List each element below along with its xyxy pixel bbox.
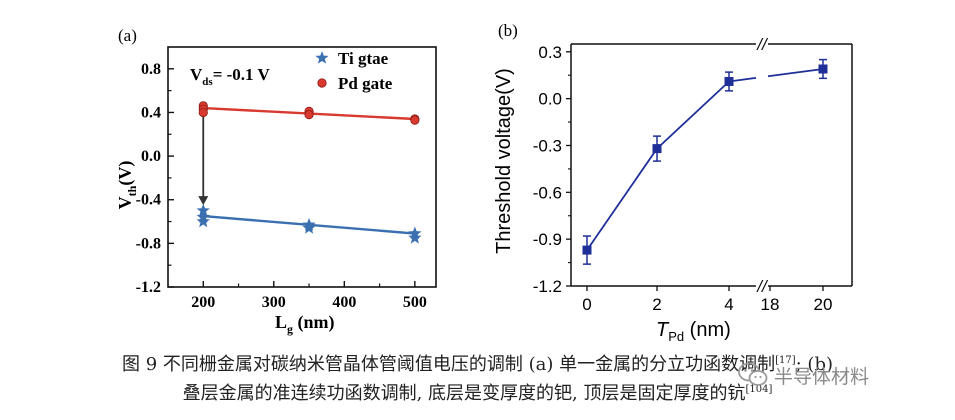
data-point-pd-gate xyxy=(198,107,208,118)
panel-b-label: (b) xyxy=(498,21,518,40)
panel-b-chart: (b) -1.2 -0.9 -0.6 -0.3 0.0 0.3 0 2 4 18 20 //// … xyxy=(493,21,853,344)
data-point-ti-gtae xyxy=(196,203,210,217)
data-point-ti-gtae xyxy=(408,230,422,244)
panel-a-data-points xyxy=(196,101,422,244)
y-tick-label: 0.0 xyxy=(141,148,161,165)
x-tick-label: 300 xyxy=(262,294,286,311)
y-tick-label: 0.4 xyxy=(141,104,161,121)
legend-label-pd-gate: Pd gate xyxy=(338,74,393,93)
series-segment xyxy=(586,148,658,251)
x-tick-label: 500 xyxy=(403,294,427,311)
y-tick-label: 0.3 xyxy=(538,43,562,62)
y-tick-label: -0.4 xyxy=(136,192,161,209)
watermark-text: 半导体材料 xyxy=(774,365,870,388)
panel-b-y-ticks: -1.2 -0.9 -0.6 -0.3 0.0 0.3 xyxy=(533,43,571,296)
panel-a-chart: (a) -1.2 -0.8 -0.4 0.0 0.4 0.8 200 300 400 500 V… xyxy=(115,26,437,336)
data-point-pd-gate xyxy=(410,115,420,125)
y-tick-label: -1.2 xyxy=(136,279,161,296)
panel-a-x-ticks: 200 300 400 500 xyxy=(191,281,427,311)
panel-a-label: (a) xyxy=(118,26,137,45)
y-tick-label: -0.6 xyxy=(533,183,562,202)
data-point-marker xyxy=(818,64,828,74)
y-tick-label: -0.3 xyxy=(533,136,562,155)
panel-a-annotation: Vds= -0.1 V xyxy=(190,65,270,88)
panel-a-y-ticks: -1.2 -0.8 -0.4 0.0 0.4 0.8 xyxy=(136,61,174,296)
y-tick-label: 0.8 xyxy=(141,61,161,78)
data-point-ti-gtae xyxy=(196,214,210,228)
figure-caption-line-1: 图 9 不同栅金属对碳纳米管晶体管阈值电压的调制 (a) 单一金属的分立功函数调… xyxy=(121,354,833,375)
panel-a-plot-frame xyxy=(167,46,437,288)
legend-label-ti-gtae: Ti gtae xyxy=(338,49,389,68)
figure-canvas: (a) -1.2-0.8-0.40.00.40.8 200 300 400 500 V… xyxy=(115,21,853,344)
y-tick-label: -1.2 xyxy=(533,277,562,296)
data-point-pd-gate xyxy=(304,110,314,120)
legend-marker-ti-gtae xyxy=(315,51,329,64)
data-point-marker xyxy=(724,76,734,86)
panel-b-plot-frame xyxy=(570,43,853,287)
panel-a-y-axis-label: Vth(V) xyxy=(115,161,139,210)
wechat-logo-icon xyxy=(738,362,768,386)
data-point-ti-gtae xyxy=(302,221,316,234)
x-tick-label: 2 xyxy=(652,295,661,314)
series-segment xyxy=(767,68,824,78)
y-tick-label: -0.8 xyxy=(136,235,161,252)
panel-b-axis-breaks: // // xyxy=(756,35,769,296)
x-tick-label: 400 xyxy=(332,294,356,311)
panel-b-y-axis-label: Threshold voltage(V) xyxy=(493,68,515,254)
panel-b-data-points xyxy=(582,58,828,265)
y-tick-label: 0.0 xyxy=(538,90,562,109)
x-tick-label: 200 xyxy=(191,294,215,311)
panel-a-legend: Ti gtae Pd gate xyxy=(315,49,393,93)
panel-a-fit-lines xyxy=(203,106,415,235)
x-tick-label: 18 xyxy=(761,295,780,314)
arrow-head xyxy=(198,196,209,206)
axis-break-top: // xyxy=(756,35,769,54)
panel-b-x-axis-label: TPd (nm) xyxy=(656,319,731,344)
x-tick-label: 4 xyxy=(724,295,733,314)
figure-caption-line-2: 叠层金属的准连续功函数调制, 底层是变厚度的钯, 顶层是固定厚度的钪[104] xyxy=(182,383,773,404)
axis-break-bottom: // xyxy=(756,277,769,296)
series-segment xyxy=(656,80,730,150)
watermark: 半导体材料 xyxy=(738,358,948,392)
data-point-marker xyxy=(582,245,592,255)
x-tick-label: 20 xyxy=(814,295,833,314)
panel-a-shift-arrow xyxy=(198,116,209,206)
panel-b-series-line xyxy=(586,68,824,251)
y-tick-label: -0.9 xyxy=(533,230,562,249)
data-point-marker xyxy=(652,144,662,154)
panel-a-x-axis-label: Lg (nm) xyxy=(275,312,335,336)
x-tick-label: 0 xyxy=(582,295,591,314)
panel-b-x-ticks: 0 2 4 18 20 xyxy=(582,286,832,314)
legend-marker-pd-gate xyxy=(317,78,327,88)
